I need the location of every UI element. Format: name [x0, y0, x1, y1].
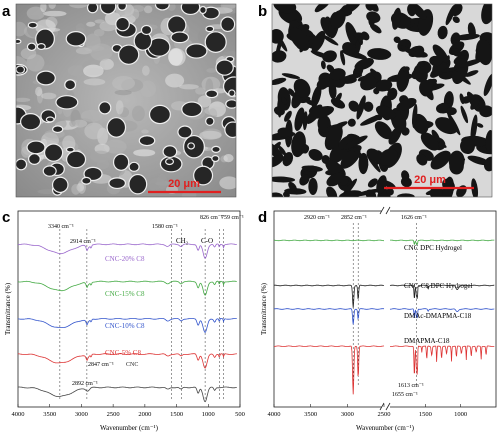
- series-d: [273, 239, 495, 395]
- series-line-c-1: [18, 280, 237, 296]
- x-tick-label-d: 3000: [341, 411, 354, 418]
- series-label-cnc-5: CNC-5% C8: [105, 349, 141, 357]
- annotation-2914: 2914 cm⁻¹: [70, 239, 96, 245]
- series-label-cnc-20: CNC-20% C8: [105, 255, 145, 263]
- series-line-d-3: [273, 345, 385, 395]
- x-tick-label-d: 1000: [454, 411, 467, 418]
- series-line-c-4: [17, 386, 237, 403]
- annotation-ch2: CH₂: [176, 237, 189, 245]
- series-label-dmac-dmapma: DMAc-DMAPMA-C18: [404, 312, 472, 320]
- annotation-1613: 1613 cm⁻¹: [398, 383, 424, 389]
- annotation-826: 826 cm⁻¹: [200, 215, 223, 221]
- x-tick-label-c: 3500: [43, 411, 56, 418]
- series-c: [17, 243, 237, 403]
- x-tick-label-c: 4000: [12, 411, 25, 418]
- scale-bar-label-b: 20 μm: [414, 174, 446, 186]
- panel-c: c 4000 3500 3000 2500 2000 1500 1000 500 3340 c…: [2, 209, 245, 432]
- series-line-c-2: [17, 318, 237, 334]
- annotation-2892: 2892 cm⁻¹: [72, 381, 98, 387]
- series-line-d-3: [390, 345, 495, 375]
- x-tick-label-d: 1500: [419, 411, 432, 418]
- panel-letter-c: c: [2, 209, 10, 226]
- x-tick-label-d: 4000: [268, 411, 281, 418]
- series-line-d-2: [273, 308, 385, 325]
- series-line-d-2: [389, 308, 495, 319]
- panel-letter-a: a: [2, 3, 11, 20]
- annotation-3340: 3340 cm⁻¹: [48, 224, 74, 230]
- series-label-cnc-c8-dpc: CNC-C8 DPC Hydrogel: [404, 282, 473, 290]
- panel-letter-d: d: [258, 209, 267, 226]
- axis-break-marks: [379, 206, 391, 411]
- annotation-759: 759 cm⁻¹: [221, 215, 244, 221]
- panel-a: a 20 μm: [2, 3, 237, 198]
- x-tick-label-c: 2500: [107, 411, 120, 418]
- x-tick-label-c: 500: [235, 411, 245, 418]
- annotation-2920: 2920 cm⁻¹: [304, 215, 330, 221]
- series-label-cnc-dpc: CNC DPC Hydrogel: [404, 244, 462, 252]
- series-line-d-0: [390, 239, 495, 246]
- x-axis-label-c: Wavenumber (cm⁻¹): [100, 424, 159, 432]
- annotation-2852: 2852 cm⁻¹: [341, 215, 367, 221]
- annotation-co: C-O: [201, 237, 213, 245]
- series-label-cnc: CNC: [126, 362, 138, 368]
- annotation-1580: 1580 cm⁻¹: [152, 224, 178, 230]
- x-tick-label-d: 3500: [304, 411, 317, 418]
- x-tick-label-c: 1500: [170, 411, 183, 418]
- plot-frame-c: [17, 210, 241, 408]
- series-label-dmapma: DMAPMA-C18: [404, 337, 450, 345]
- annotation-2847: 2847 cm⁻¹: [88, 362, 114, 368]
- series-label-cnc-10: CNC-10% C8: [105, 322, 145, 330]
- series-line-c-3: [17, 353, 237, 369]
- x-ticks-d: 4000 3500 3000 2500 1500 1000: [268, 404, 467, 418]
- panel-b: b 20 μm: [258, 3, 493, 198]
- series-line-d-1: [389, 284, 495, 299]
- series-line-c-0: [18, 243, 237, 259]
- x-tick-label-c: 3000: [75, 411, 88, 418]
- x-tick-label-c: 2000: [138, 411, 151, 418]
- panel-letter-b: b: [258, 3, 267, 20]
- reference-lines-c: [59, 229, 224, 399]
- sem-image-a: [16, 4, 236, 197]
- series-line-d-1: [274, 284, 385, 308]
- axis-break-gap: [382, 209, 390, 409]
- scale-bar-label-a: 20 μm: [168, 178, 200, 190]
- y-axis-label-c: Transmittance (%): [4, 282, 12, 335]
- x-axis-label-d: Wavenumber (cm⁻¹): [356, 424, 415, 432]
- panel-d: d 4000 3500 3000 2500 1500 1000 2920 cm⁻¹ 285…: [258, 206, 497, 432]
- y-axis-label-d: Transmittance (%): [260, 282, 268, 335]
- annotation-1655: 1655 cm⁻¹: [392, 392, 418, 398]
- x-tick-label-d: 2500: [378, 411, 391, 418]
- x-ticks-c: 4000 3500 3000 2500 2000 1500 1000 500: [12, 404, 245, 418]
- sem-image-b: [272, 4, 492, 197]
- series-label-cnc-15: CNC-15% C8: [105, 290, 145, 298]
- series-line-d-0: [273, 239, 384, 242]
- annotation-1626: 1626 cm⁻¹: [401, 215, 427, 221]
- x-tick-label-c: 1000: [202, 411, 215, 418]
